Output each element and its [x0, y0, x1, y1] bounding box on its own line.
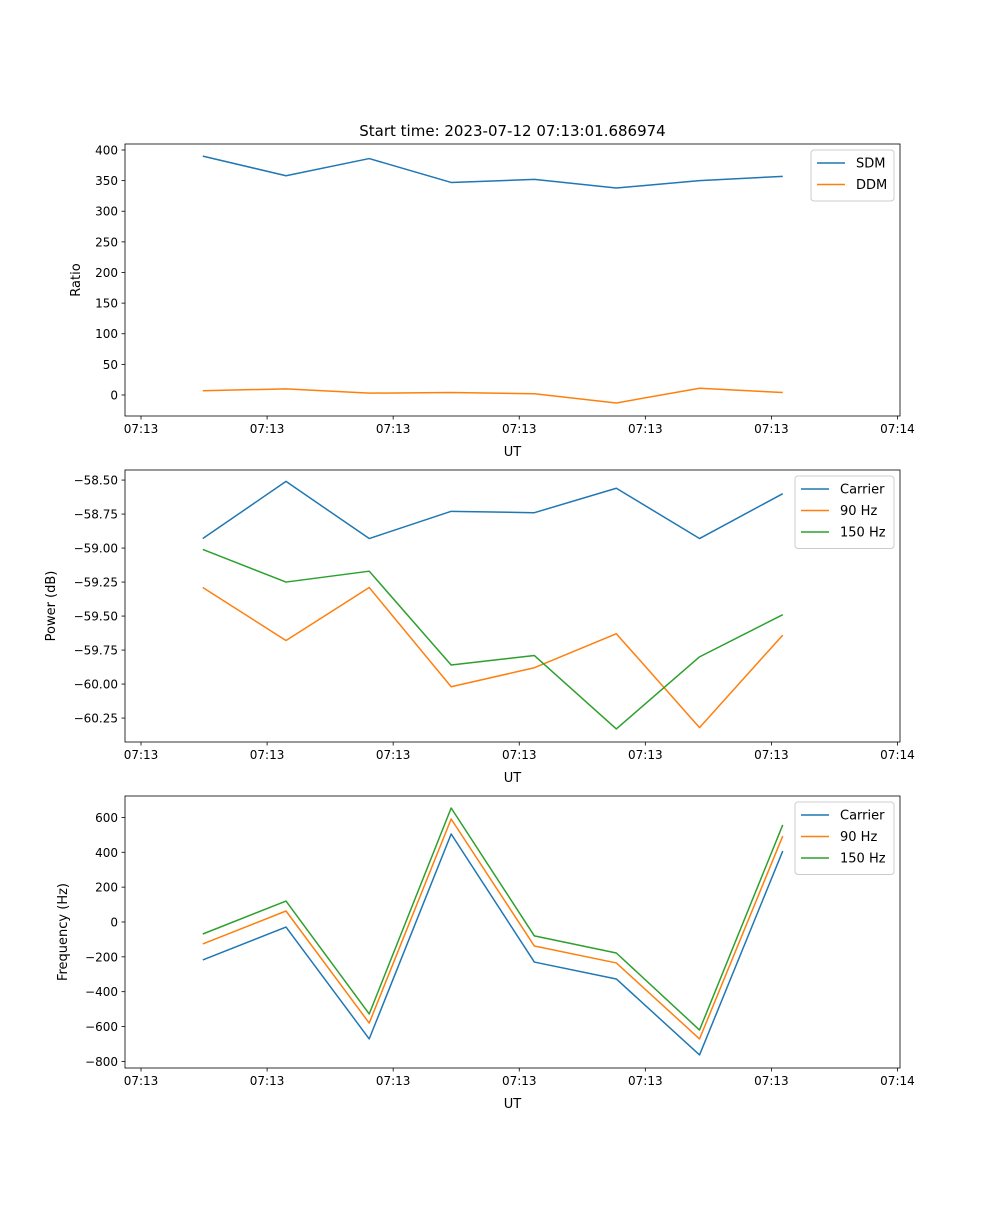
y-tick-label: −59.00	[74, 542, 118, 556]
y-tick-label: 50	[103, 358, 118, 372]
legend-label: 90 Hz	[840, 830, 877, 845]
y-tick-label: −200	[85, 950, 118, 964]
y-tick-label: −58.50	[74, 474, 118, 488]
y-tick-label: 350	[95, 174, 118, 188]
legend: Carrier 90 Hz 150 Hz	[794, 801, 895, 875]
y-tick-label: −800	[85, 1055, 118, 1069]
y-tick-label: 200	[95, 266, 118, 280]
subplot-1: 07:13 07:13 07:13 07:13 07:13 07:13 07:14 0 50 10…	[69, 122, 915, 460]
legend: SDM DDM	[810, 149, 895, 202]
series-line-ddm	[202, 387, 783, 404]
legend-label: DDM	[856, 178, 887, 193]
x-tick-label: 07:14	[880, 422, 915, 436]
x-tick-label: 07:13	[628, 422, 663, 436]
series-line-150-hz	[202, 807, 784, 1031]
series-line-90-hz	[202, 586, 784, 729]
x-tick-label: 07:13	[502, 422, 537, 436]
y-tick-label: 100	[95, 327, 118, 341]
x-tick-label: 07:13	[124, 1074, 159, 1088]
legend-label: 90 Hz	[840, 504, 877, 519]
x-tick-label: 07:13	[502, 1074, 537, 1088]
y-tick-label: 0	[110, 915, 118, 929]
y-tick-label: −58.75	[74, 508, 118, 522]
y-axis-label: Frequency (Hz)	[56, 883, 71, 981]
x-axis-label: UT	[504, 1097, 522, 1112]
subplot-2: 07:13 07:13 07:13 07:13 07:13 07:13 07:14 −60.2…	[44, 469, 915, 786]
legend-label: 150 Hz	[840, 526, 886, 541]
x-tick-label: 07:13	[502, 748, 537, 762]
x-axis-label: UT	[504, 445, 522, 460]
legend-label: Carrier	[840, 809, 885, 824]
x-tick-label: 07:13	[754, 748, 789, 762]
y-tick-label: 400	[95, 144, 118, 158]
legend-label: 150 Hz	[840, 852, 886, 867]
y-axis-label: Power (dB)	[44, 571, 59, 642]
axes-frame	[124, 795, 901, 1069]
legend-label: Carrier	[840, 483, 885, 498]
y-tick-label: −600	[85, 1020, 118, 1034]
x-tick-label: 07:13	[250, 422, 285, 436]
x-tick-label: 07:14	[880, 1074, 915, 1088]
y-tick-label: 0	[110, 388, 118, 402]
axes-frame	[124, 469, 901, 743]
series-line-carrier	[202, 480, 784, 540]
legend-label: SDM	[856, 157, 885, 172]
series-line-carrier	[202, 833, 784, 1056]
y-tick-label: 150	[95, 297, 118, 311]
x-tick-label: 07:13	[754, 1074, 789, 1088]
x-tick-label: 07:13	[754, 422, 789, 436]
x-tick-label: 07:13	[376, 422, 411, 436]
axes-frame	[124, 143, 901, 417]
legend: Carrier 90 Hz 150 Hz	[794, 475, 895, 549]
x-tick-label: 07:13	[250, 748, 285, 762]
y-tick-label: −59.25	[74, 576, 118, 590]
x-tick-label: 07:13	[628, 748, 663, 762]
y-tick-label: −59.75	[74, 644, 118, 658]
y-tick-label: 400	[95, 846, 118, 860]
x-tick-label: 07:13	[250, 1074, 285, 1088]
x-tick-label: 07:13	[376, 748, 411, 762]
y-tick-label: −59.50	[74, 610, 118, 624]
y-tick-label: 250	[95, 235, 118, 249]
x-tick-label: 07:13	[124, 748, 159, 762]
legend-box	[794, 475, 895, 549]
x-tick-label: 07:13	[376, 1074, 411, 1088]
y-tick-label: 300	[95, 205, 118, 219]
chart-title: Start time: 2023-07-12 07:13:01.686974	[359, 122, 665, 140]
series-line-90-hz	[202, 818, 784, 1040]
y-tick-label: 200	[95, 881, 118, 895]
legend-box	[794, 801, 895, 875]
y-tick-label: −400	[85, 985, 118, 999]
subplot-3: 07:13 07:13 07:13 07:13 07:13 07:13 07:14 −800 −…	[56, 795, 915, 1112]
y-axis-label: Ratio	[69, 263, 84, 296]
series-line-150-hz	[202, 548, 784, 730]
y-tick-label: −60.00	[74, 678, 118, 692]
x-tick-label: 07:13	[124, 422, 159, 436]
x-axis-label: UT	[504, 771, 522, 786]
x-tick-label: 07:13	[628, 1074, 663, 1088]
y-tick-label: −60.25	[74, 712, 118, 726]
series-line-sdm	[202, 155, 783, 189]
y-tick-label: 600	[95, 811, 118, 825]
x-tick-label: 07:14	[880, 748, 915, 762]
